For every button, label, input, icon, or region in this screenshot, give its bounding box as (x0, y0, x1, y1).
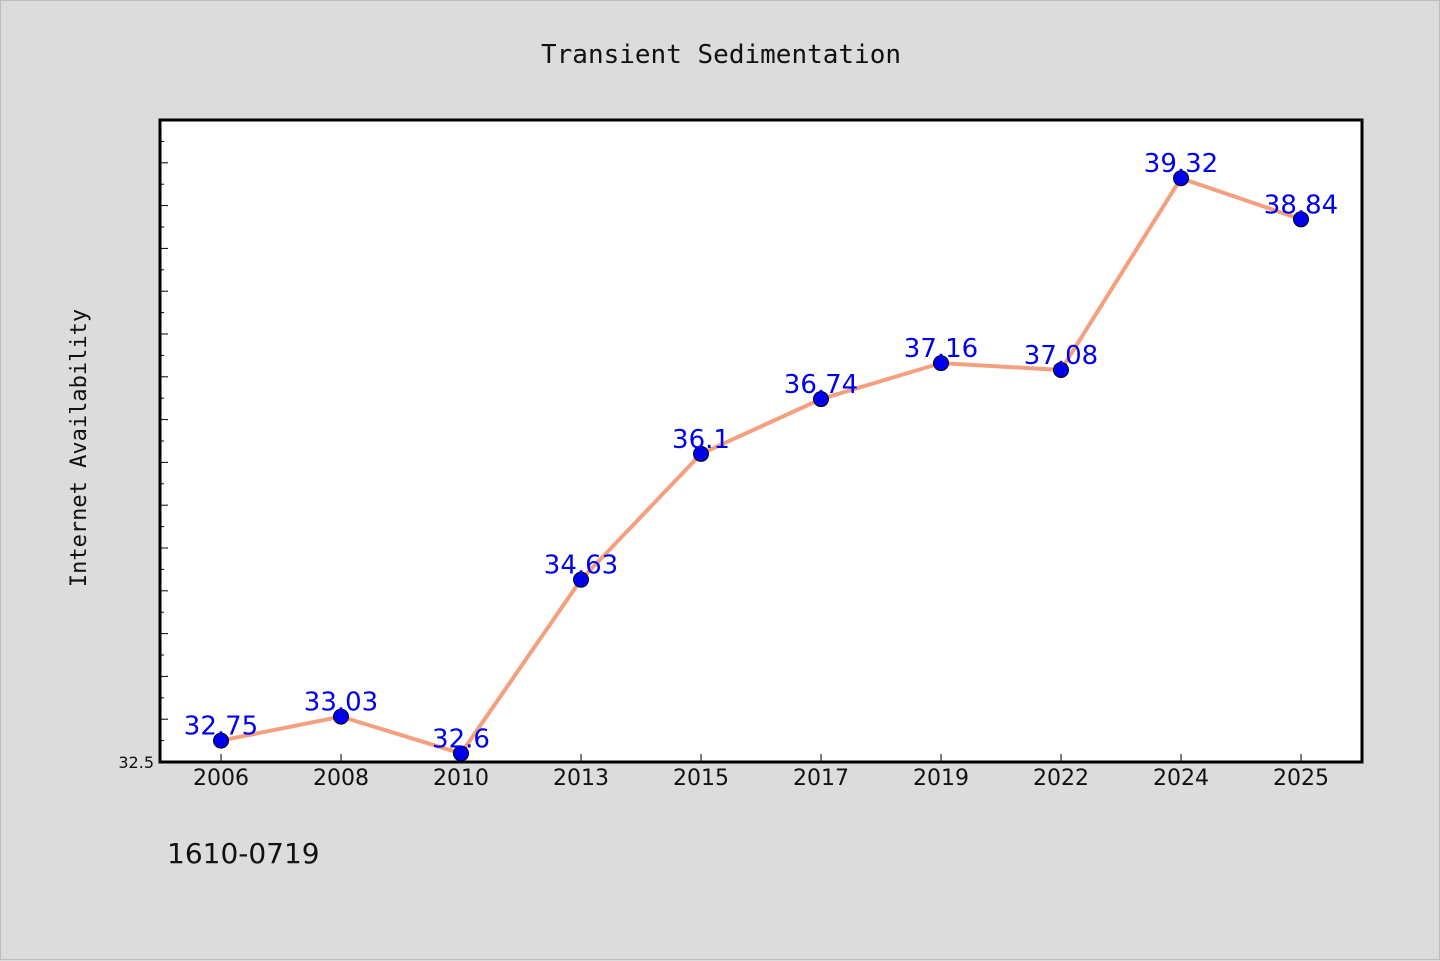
chart-title: Transient Sedimentation (541, 40, 901, 70)
plot-area (158, 118, 1364, 764)
data-point (453, 745, 469, 762)
data-label: 33.03 (304, 688, 378, 718)
x-tick-label: 2024 (1153, 766, 1209, 791)
data-point (1053, 361, 1069, 378)
data-label: 32.6 (432, 724, 490, 754)
x-tick-label: 2019 (913, 766, 969, 791)
x-tick-label: 2010 (433, 766, 489, 791)
data-label: 34.63 (544, 551, 618, 581)
x-tick-label: 2025 (1273, 766, 1329, 791)
data-label: 32.75 (184, 712, 258, 742)
data-point (693, 445, 709, 462)
x-tick-label: 2017 (793, 766, 849, 791)
y-axis-label: Internet Availability (67, 309, 92, 587)
data-label: 36.74 (784, 370, 858, 400)
series-layer: 32.75 33.03 32.6 34.63 36.1 36.74 37.16 37.08 39… (184, 149, 1338, 762)
data-point (573, 571, 589, 588)
x-tick-label: 2015 (673, 766, 729, 791)
data-label: 38.84 (1264, 190, 1338, 220)
data-point (933, 355, 949, 372)
data-label: 37.16 (904, 334, 978, 364)
footnote-id: 1610-0719 (167, 837, 320, 870)
x-tick-label: 2013 (553, 766, 609, 791)
data-point (1293, 211, 1309, 228)
data-point (813, 391, 829, 408)
data-point (333, 708, 349, 725)
series-line (220, 176, 1302, 756)
data-point (1173, 170, 1189, 187)
data-point (213, 732, 229, 749)
data-label: 39.32 (1144, 149, 1218, 179)
x-tick-label: 2022 (1033, 766, 1089, 791)
x-axis: 2006 2008 2010 2013 2015 2017 2019 2022 2024 2025 (193, 754, 1329, 791)
data-label: 36.1 (672, 425, 730, 455)
data-label: 37.08 (1024, 341, 1098, 371)
x-tick-label: 2006 (193, 766, 249, 791)
x-tick-label: 2008 (313, 766, 369, 791)
y-axis-ticks: 32.5 (118, 119, 168, 772)
y-tick-label: 32.5 (118, 753, 154, 772)
